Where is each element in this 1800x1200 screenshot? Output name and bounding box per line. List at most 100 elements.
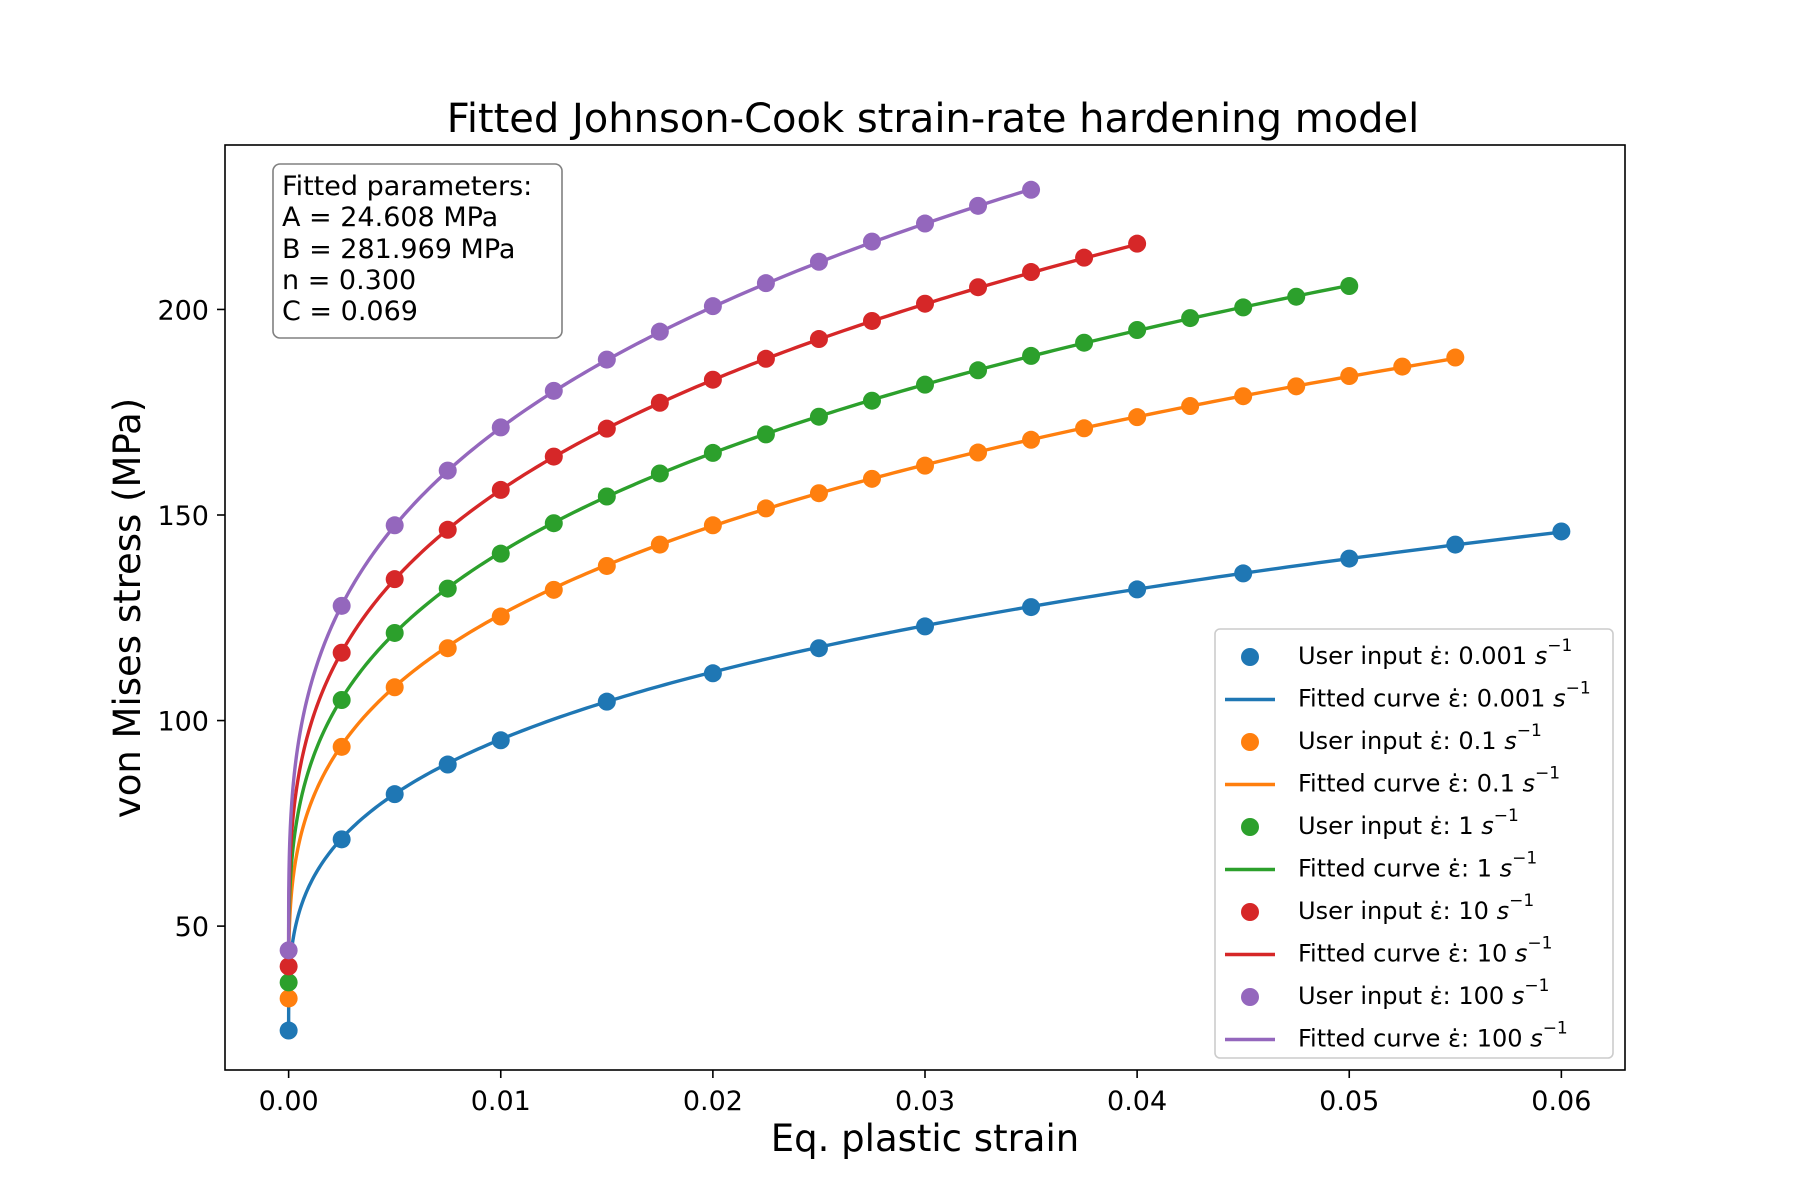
legend-label-fit-0: Fitted curve ε̇: 0.001 s−1 <box>1298 679 1591 713</box>
data-point <box>438 461 457 480</box>
unit-exponent: −1 <box>1512 849 1537 869</box>
data-point <box>597 487 616 506</box>
data-point <box>1340 277 1359 296</box>
x-tick-label: 0.01 <box>471 1086 531 1117</box>
data-point <box>597 350 616 369</box>
data-point <box>1022 598 1041 617</box>
unit-symbol: s <box>1530 1025 1543 1053</box>
data-point <box>1075 419 1094 438</box>
legend-label-input-1: User input ε̇: 0.1 s−1 <box>1298 721 1542 755</box>
unit-exponent: −1 <box>1566 679 1591 699</box>
data-point <box>809 484 828 503</box>
legend-text-input: User input ε̇: 0.001 <box>1298 642 1535 670</box>
y-tick-label: 150 <box>157 501 209 532</box>
legend-marker-3 <box>1241 903 1259 921</box>
data-point <box>597 556 616 575</box>
fitted-parameters-frame <box>272 163 563 339</box>
x-axis: 0.00 0.01 0.02 0.03 0.04 0.05 0.06 <box>259 1070 1591 1117</box>
y-axis: 50 100 150 200 <box>157 295 225 943</box>
data-point <box>332 737 351 756</box>
data-point <box>650 322 669 341</box>
data-point <box>650 464 669 483</box>
data-point <box>385 570 404 589</box>
data-point <box>862 232 881 251</box>
legend-frame <box>1214 628 1614 1059</box>
data-point <box>544 514 563 533</box>
unit-exponent: −1 <box>1535 764 1560 784</box>
x-tick-label: 0.00 <box>259 1086 319 1117</box>
legend-label-fit-4: Fitted curve ε̇: 100 s−1 <box>1298 1019 1568 1053</box>
data-point <box>1022 180 1041 199</box>
unit-exponent: −1 <box>1517 721 1542 741</box>
legend-text-fit: Fitted curve ε̇: 0.001 <box>1298 685 1553 713</box>
data-point <box>544 447 563 466</box>
data-point <box>1075 248 1094 267</box>
data-point <box>916 375 934 394</box>
legend-text-input: User input ε̇: 10 <box>1298 897 1497 925</box>
x-axis-label: Eq. plastic strain <box>771 1117 1079 1160</box>
data-point <box>756 499 775 518</box>
unit-exponent: −1 <box>1524 976 1549 996</box>
legend-text-fit: Fitted curve ε̇: 1 <box>1298 855 1500 883</box>
data-point <box>1340 549 1359 568</box>
data-point <box>438 639 457 658</box>
unit-symbol: s <box>1523 770 1536 798</box>
x-tick-label: 0.04 <box>1107 1086 1167 1117</box>
fitted-parameters-box: Fitted parameters: A = 24.608 MPa B = 28… <box>272 163 563 339</box>
unit-symbol: s <box>1553 685 1566 713</box>
data-point <box>916 294 934 313</box>
data-point <box>969 361 988 380</box>
data-point <box>1022 430 1041 449</box>
legend-text-input: User input ε̇: 1 <box>1298 812 1481 840</box>
data-point <box>332 691 351 709</box>
data-point <box>916 214 934 233</box>
unit-exponent: −1 <box>1509 891 1534 911</box>
legend-marker-1 <box>1241 733 1259 751</box>
unit-symbol: s <box>1535 642 1548 670</box>
data-point <box>1128 408 1147 427</box>
data-point <box>1446 535 1465 554</box>
y-tick-label: 200 <box>157 295 209 326</box>
data-point <box>862 391 881 410</box>
data-point <box>279 989 298 1008</box>
data-point <box>438 520 457 539</box>
data-point <box>809 407 828 426</box>
data-point <box>969 443 988 462</box>
legend-text-fit: Fitted curve ε̇: 0.1 <box>1298 770 1523 798</box>
data-point <box>1234 387 1253 406</box>
legend-label-fit-2: Fitted curve ε̇: 1 s−1 <box>1298 849 1537 883</box>
legend-marker-4 <box>1241 988 1259 1006</box>
data-point <box>703 443 722 462</box>
data-point <box>1128 580 1147 599</box>
legend-label-input-0: User input ε̇: 0.001 s−1 <box>1298 636 1572 670</box>
data-point <box>1022 346 1041 365</box>
data-point <box>1234 298 1253 317</box>
data-point <box>332 643 351 662</box>
data-point <box>1287 287 1306 306</box>
unit-exponent: −1 <box>1543 1019 1568 1039</box>
unit-symbol: s <box>1481 812 1494 840</box>
data-point <box>969 196 988 215</box>
data-point <box>279 973 298 992</box>
data-point <box>1287 377 1306 396</box>
data-point <box>1446 348 1465 367</box>
data-point <box>332 830 351 849</box>
data-point <box>809 252 828 271</box>
data-point <box>650 393 669 412</box>
data-point <box>332 596 351 615</box>
data-point <box>809 330 828 349</box>
data-point <box>491 731 510 750</box>
y-axis-label: von Mises stress (MPa) <box>106 398 149 818</box>
x-tick-label: 0.03 <box>895 1086 955 1117</box>
legend-label-fit-1: Fitted curve ε̇: 0.1 s−1 <box>1298 764 1560 798</box>
legend-marker-2 <box>1241 818 1259 836</box>
unit-symbol: s <box>1504 727 1517 755</box>
data-point <box>491 480 510 499</box>
data-point <box>544 580 563 599</box>
data-point <box>385 516 404 535</box>
data-point <box>597 419 616 438</box>
data-point <box>385 623 404 642</box>
x-tick-label: 0.06 <box>1531 1086 1591 1117</box>
data-point <box>809 639 828 658</box>
